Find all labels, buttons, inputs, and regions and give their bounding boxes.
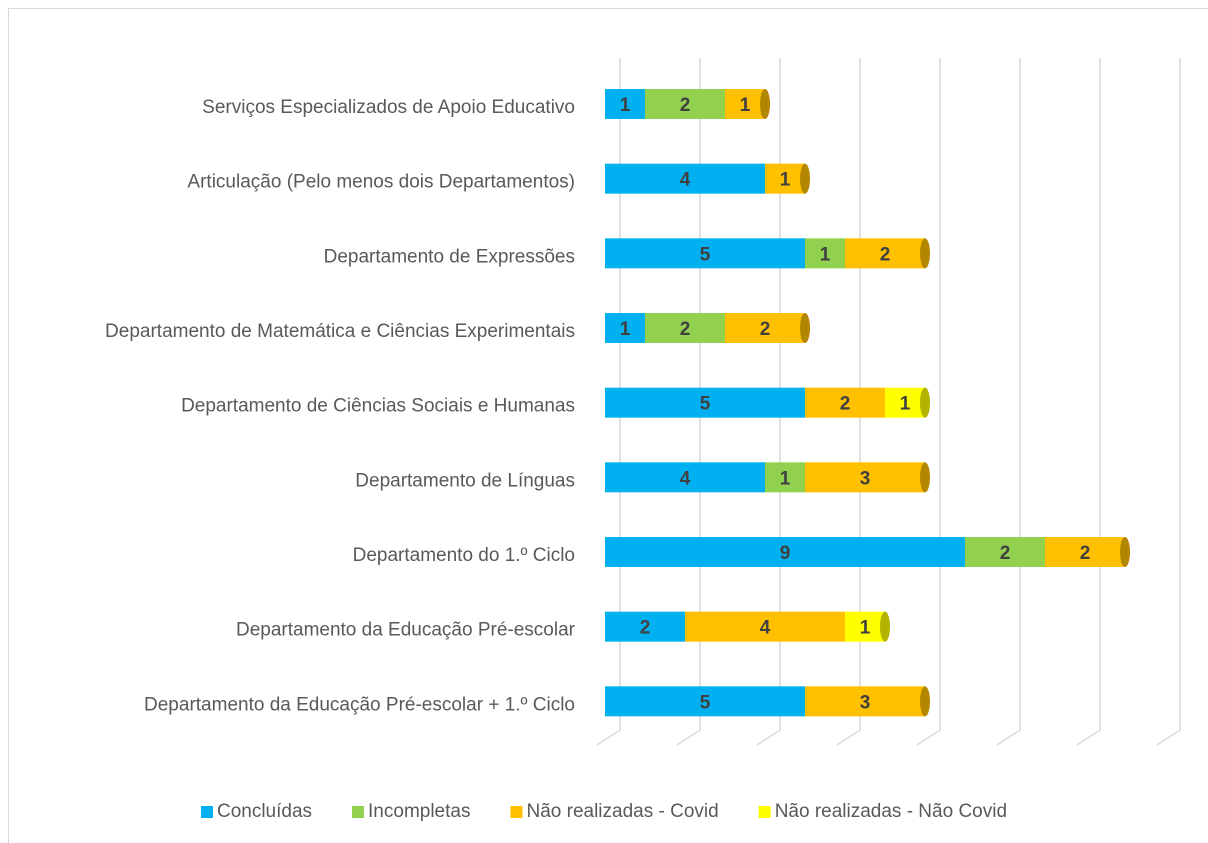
grid-line: [836, 58, 861, 746]
bar-cap: [920, 238, 930, 269]
grid-line: [996, 58, 1021, 746]
data-label: 4: [760, 618, 771, 639]
bar-segment: [645, 89, 725, 119]
data-label: 2: [1080, 543, 1091, 564]
data-label: 2: [1000, 543, 1011, 564]
data-label: 4: [680, 468, 691, 489]
data-label: 1: [740, 95, 751, 116]
category-label: Departamento de Expressões: [324, 246, 575, 267]
bar-cap: [800, 163, 810, 194]
grid-line: [676, 58, 701, 746]
data-label: 2: [840, 394, 851, 415]
bar-segment: [765, 163, 805, 194]
legend-label: Não realizadas - Não Covid: [775, 801, 1007, 822]
legend-label: Incompletas: [368, 801, 470, 822]
category-label: Articulação (Pelo menos dois Departament…: [187, 172, 575, 193]
legend-swatch: [200, 806, 213, 818]
legend-swatch: [352, 806, 365, 818]
category-label: Departamento de Ciências Sociais e Human…: [181, 396, 575, 417]
data-label: 2: [880, 244, 891, 265]
bar-cap: [1120, 537, 1130, 567]
bar-cap: [920, 686, 930, 717]
chart-border: [8, 8, 1208, 843]
bar-segment: [605, 686, 805, 717]
category-label: Serviços Especializados de Apoio Educati…: [202, 97, 575, 118]
data-label: 1: [620, 95, 631, 116]
data-label: 1: [900, 394, 911, 415]
legend-swatch: [758, 806, 771, 818]
bar-segment: [605, 163, 765, 194]
data-label: 2: [680, 319, 691, 340]
bar-segment: [805, 238, 845, 269]
category-label: Departamento do 1.º Ciclo: [353, 545, 575, 566]
bar-segment: [605, 89, 645, 119]
bar-cap: [920, 387, 930, 418]
bar-segment: [845, 611, 885, 642]
grid-line: [1156, 58, 1181, 746]
bar-segment: [805, 387, 885, 418]
bar-cap: [760, 89, 770, 119]
data-label: 2: [680, 95, 691, 116]
bar-segment: [605, 537, 965, 567]
bar-segment: [605, 462, 765, 493]
data-label: 5: [700, 692, 711, 713]
bar-segment: [685, 611, 845, 642]
legend-swatch: [510, 806, 523, 818]
data-label: 4: [680, 170, 691, 191]
category-label: Departamento de Matemática e Ciências Ex…: [105, 321, 575, 342]
bar-cap: [920, 462, 930, 493]
category-label: Departamento da Educação Pré-escolar + 1…: [144, 694, 575, 715]
data-label: 2: [640, 618, 651, 639]
grid-line: [596, 58, 621, 746]
data-label: 5: [700, 394, 711, 415]
bar-segment: [605, 238, 805, 269]
bar-segment: [765, 462, 805, 493]
legend-label: Concluídas: [217, 801, 312, 822]
bar-segment: [805, 462, 925, 493]
grid-line: [1076, 58, 1101, 746]
data-label: 1: [780, 170, 791, 191]
data-label: 1: [620, 319, 631, 340]
data-label: 3: [860, 468, 871, 489]
grid-line: [916, 58, 941, 746]
data-label: 2: [760, 319, 771, 340]
bar-segment: [605, 313, 645, 343]
bar-segment: [725, 313, 805, 343]
data-label: 1: [820, 244, 831, 265]
data-label: 1: [780, 468, 791, 489]
bar-segment: [725, 89, 765, 119]
data-label: 1: [860, 618, 871, 639]
bar-segment: [965, 537, 1045, 567]
legend-label: Não realizadas - Covid: [526, 801, 718, 822]
bar-segment: [885, 387, 925, 418]
bar-segment: [645, 313, 725, 343]
bar-segment: [845, 238, 925, 269]
bar-segment: [1045, 537, 1125, 567]
bar-segment: [605, 387, 805, 418]
data-label: 9: [780, 543, 791, 564]
data-label: 5: [700, 244, 711, 265]
bar-cap: [880, 611, 890, 642]
grid-line: [756, 58, 781, 746]
data-label: 3: [860, 692, 871, 713]
category-label: Departamento da Educação Pré-escolar: [236, 620, 576, 641]
bar-segment: [805, 686, 925, 717]
bar-cap: [800, 313, 810, 343]
bar-segment: [605, 611, 685, 642]
category-label: Departamento de Línguas: [355, 470, 575, 491]
